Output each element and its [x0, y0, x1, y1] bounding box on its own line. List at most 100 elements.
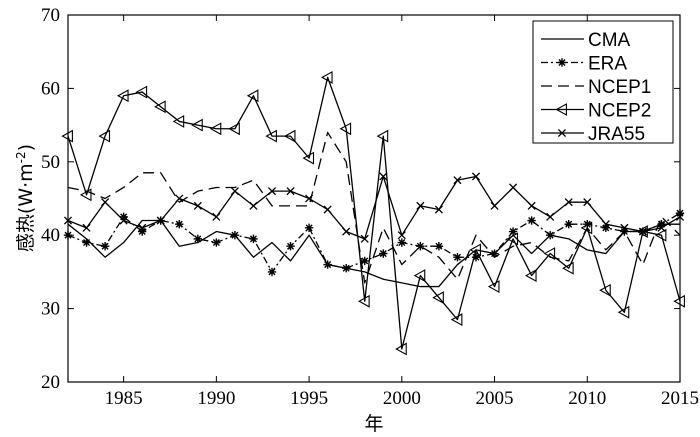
- x-tick-label: 2015: [661, 388, 699, 409]
- series-ncep1: [67, 131, 681, 284]
- data-point-era: [119, 212, 128, 222]
- series-layer: [61, 70, 685, 356]
- data-point-jra55: [138, 223, 147, 232]
- data-point-ncep2: [358, 294, 370, 308]
- data-point-era: [193, 234, 203, 244]
- data-point-jra55: [490, 201, 499, 210]
- data-point-era: [527, 216, 536, 225]
- data-point-ncep2: [450, 313, 463, 327]
- data-point-jra55: [286, 187, 295, 196]
- data-point-era: [304, 223, 314, 233]
- data-point-era: [82, 238, 91, 247]
- data-point-jra55: [175, 194, 184, 203]
- data-point-ncep2: [376, 129, 389, 143]
- data-point-ncep2: [432, 291, 444, 305]
- data-point-era: [620, 227, 629, 236]
- data-point-jra55: [230, 187, 239, 196]
- data-point-ncep2: [61, 129, 73, 143]
- data-point-jra55: [564, 198, 573, 207]
- data-point-ncep2: [636, 225, 648, 238]
- data-point-jra55: [193, 201, 202, 210]
- legend-entry-ncep2: NCEP2: [541, 101, 651, 122]
- axis-ticks: 1985 1990 1995 2000 2005 2010 2015 20 30 40 50 60 70: [41, 5, 699, 409]
- data-point-era: [137, 227, 147, 236]
- data-point-ncep2: [191, 118, 203, 132]
- data-point-ncep2: [562, 261, 574, 275]
- data-point-jra55: [416, 201, 425, 210]
- data-point-jra55: [527, 201, 536, 210]
- series-ncep2: [61, 70, 685, 356]
- data-point-era: [564, 219, 573, 229]
- legend-box: [532, 20, 674, 144]
- data-point-jra55: [509, 183, 518, 192]
- legend-marker-jra55: [557, 128, 567, 138]
- data-point-ncep2: [580, 221, 593, 235]
- data-point-ncep2: [117, 89, 129, 103]
- y-axis-title-exponent: -2: [14, 151, 28, 163]
- data-point-era: [601, 223, 611, 233]
- series-line-ncep2: [67, 76, 681, 350]
- data-point-ncep2: [302, 151, 315, 165]
- data-point-era: [490, 249, 499, 258]
- legend-label-era: ERA: [588, 54, 627, 75]
- x-axis-title: 年: [364, 413, 383, 435]
- y-axis-title: 感热(W·m-2): [14, 144, 37, 252]
- data-point-era: [63, 231, 73, 240]
- data-point-era: [508, 227, 518, 236]
- data-point-era: [397, 238, 407, 247]
- data-point-ncep2: [172, 114, 185, 128]
- data-point-jra55: [471, 172, 481, 181]
- data-point-ncep2: [265, 129, 277, 143]
- legend-label-ncep2: NCEP2: [588, 101, 651, 122]
- series-line-ncep1: [67, 131, 681, 284]
- data-point-jra55: [657, 223, 666, 232]
- y-tick-label: 60: [41, 78, 60, 99]
- x-tick-label: 2000: [383, 388, 421, 409]
- y-tick-label: 70: [41, 5, 60, 26]
- data-point-jra55: [379, 172, 388, 181]
- data-point-jra55: [583, 198, 592, 207]
- legend-entry-cma: CMA: [541, 30, 631, 51]
- data-point-ncep2: [543, 247, 556, 260]
- legend-label-ncep1: NCEP1: [588, 77, 651, 98]
- data-point-ncep2: [487, 280, 500, 294]
- data-point-jra55: [63, 216, 73, 225]
- data-point-jra55: [546, 212, 555, 221]
- data-point-ncep2: [413, 269, 426, 283]
- data-point-era: [434, 242, 444, 251]
- data-point-era: [545, 231, 555, 240]
- data-point-ncep2: [79, 188, 92, 202]
- series-line-jra55: [67, 175, 681, 240]
- data-point-ncep2: [469, 243, 481, 257]
- data-point-jra55: [638, 227, 647, 236]
- data-point-ncep2: [98, 129, 111, 143]
- data-point-ncep2: [283, 129, 296, 143]
- data-point-era: [416, 242, 425, 251]
- data-point-ncep2: [228, 122, 240, 136]
- data-point-ncep2: [599, 283, 611, 297]
- data-point-jra55: [82, 223, 91, 232]
- data-point-ncep2: [506, 232, 519, 246]
- data-point-jra55: [101, 198, 110, 207]
- data-point-jra55: [620, 223, 629, 232]
- data-point-era: [230, 231, 240, 240]
- data-point-jra55: [453, 176, 462, 185]
- legend-label-jra55: JRA55: [588, 124, 645, 145]
- data-point-jra55: [342, 227, 351, 236]
- data-point-ncep2: [525, 269, 537, 283]
- data-point-ncep2: [339, 122, 352, 136]
- data-point-ncep2: [246, 89, 259, 103]
- data-point-ncep2: [617, 305, 630, 319]
- legend-entry-ncep1: NCEP1: [541, 77, 651, 98]
- data-point-jra55: [601, 220, 610, 229]
- data-point-era: [471, 253, 481, 262]
- data-point-jra55: [434, 205, 443, 214]
- x-tick-label: 2010: [568, 388, 606, 409]
- x-tick-label: 1990: [197, 388, 235, 409]
- data-point-ncep2: [673, 294, 685, 308]
- data-point-era: [249, 234, 258, 244]
- data-point-era: [657, 219, 666, 229]
